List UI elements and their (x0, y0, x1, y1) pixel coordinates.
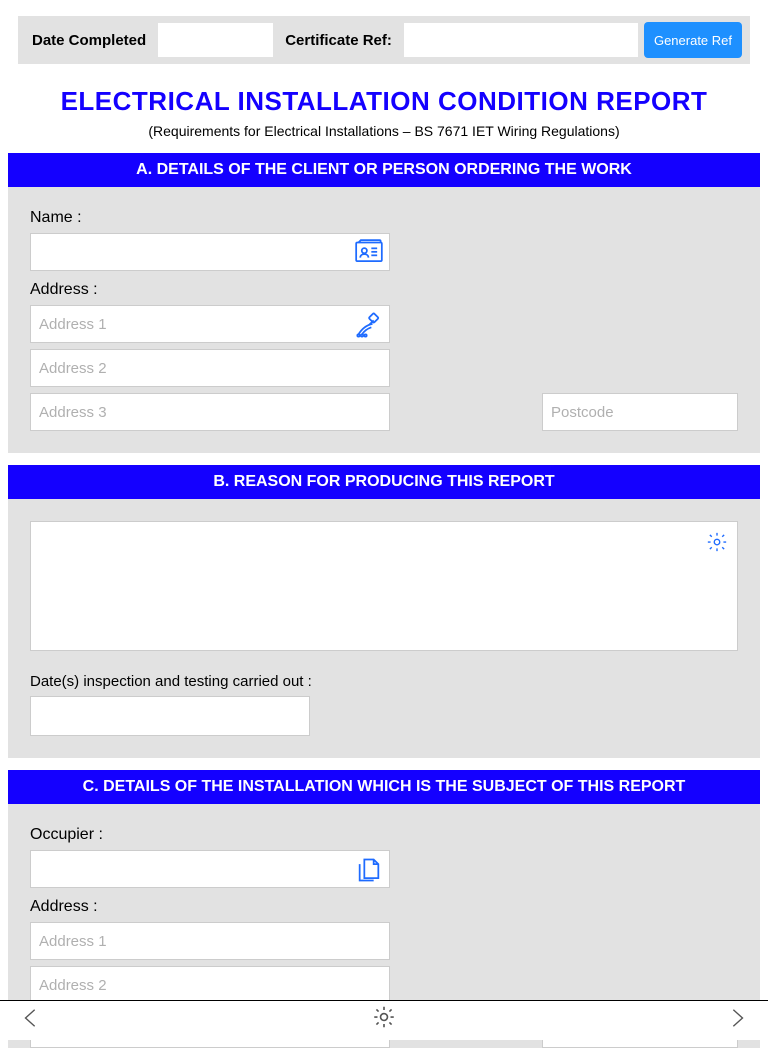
dates-inspection-label: Date(s) inspection and testing carried o… (30, 673, 738, 690)
report-title: ELECTRICAL INSTALLATION CONDITION REPORT (18, 86, 750, 117)
occupier-label: Occupier : (30, 826, 738, 844)
client-name-input[interactable] (30, 233, 390, 271)
certificate-ref-input[interactable] (404, 23, 638, 57)
forward-arrow-icon[interactable] (726, 1005, 748, 1036)
dates-inspection-input[interactable] (30, 696, 310, 736)
client-address2-input[interactable] (30, 349, 390, 387)
top-bar: Date Completed Certificate Ref: Generate… (18, 16, 750, 64)
section-a-header: A. DETAILS OF THE CLIENT OR PERSON ORDER… (8, 153, 760, 187)
generate-ref-button[interactable]: Generate Ref (644, 22, 742, 58)
address-label-c: Address : (30, 898, 738, 916)
date-completed-label: Date Completed (26, 32, 152, 49)
copy-pages-icon[interactable] (355, 856, 383, 882)
back-arrow-icon[interactable] (20, 1005, 42, 1036)
settings-gear-icon[interactable] (371, 1004, 397, 1037)
client-address1-input[interactable] (30, 305, 390, 343)
client-address3-input[interactable] (30, 393, 390, 431)
client-postcode-input[interactable] (542, 393, 738, 431)
report-title-block: ELECTRICAL INSTALLATION CONDITION REPORT… (18, 86, 750, 139)
occupier-input[interactable] (30, 850, 390, 888)
certificate-ref-label: Certificate Ref: (279, 32, 398, 49)
reason-gear-icon[interactable] (706, 531, 728, 553)
bottom-nav (0, 1000, 768, 1040)
report-subtitle: (Requirements for Electrical Installatio… (18, 123, 750, 139)
install-address2-input[interactable] (30, 966, 390, 1004)
address-label-a: Address : (30, 281, 738, 299)
name-label: Name : (30, 209, 738, 227)
date-completed-input[interactable] (158, 23, 273, 57)
section-c-header: C. DETAILS OF THE INSTALLATION WHICH IS … (8, 770, 760, 804)
reason-textarea[interactable] (30, 521, 738, 651)
satellite-icon[interactable] (355, 311, 383, 337)
section-a-body: Name : Address : (8, 187, 760, 453)
install-address1-input[interactable] (30, 922, 390, 960)
section-b-body: Date(s) inspection and testing carried o… (8, 499, 760, 758)
contact-card-icon[interactable] (355, 239, 383, 265)
section-b-header: B. REASON FOR PRODUCING THIS REPORT (8, 465, 760, 499)
